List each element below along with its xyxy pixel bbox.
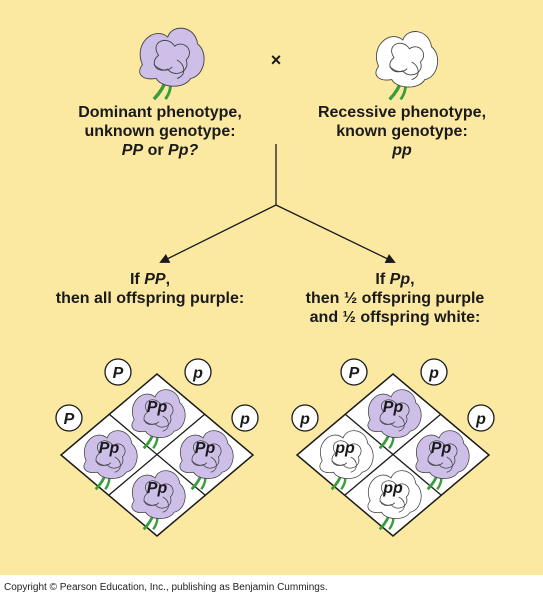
white-flower-icon <box>367 470 422 531</box>
offspring-genotype: pp <box>382 480 403 497</box>
gamete-side-right: p <box>231 404 259 432</box>
offspring-genotype: Pp <box>383 399 404 416</box>
gamete-letter: p <box>192 365 203 382</box>
gamete-side-left: P <box>55 404 83 432</box>
parent-left-line1: Dominant phenotype, <box>78 104 242 121</box>
case-right-label: If Pp, then ½ offspring purple and ½ off… <box>270 270 520 327</box>
genotype-pp-dominant: PP <box>121 142 144 159</box>
gamete-letter: P <box>113 365 124 382</box>
offspring-genotype: Pp <box>147 399 168 416</box>
case-right-line3: and ½ offspring white: <box>309 309 481 326</box>
parent-right-line1: Recessive phenotype, <box>317 104 487 121</box>
case-left-line2: then all offspring purple: <box>55 290 245 307</box>
gamete-letter: p <box>428 365 439 382</box>
genotype-pp-heterozygous: Pp? <box>168 142 199 159</box>
parent-left-genotypes: PP or Pp? <box>40 141 280 160</box>
purple-flower-icon <box>179 430 234 491</box>
gamete-letter: p <box>299 411 310 428</box>
copyright-notice: Copyright © Pearson Education, Inc., pub… <box>4 582 328 593</box>
case-left-line1: If PP, <box>30 270 270 289</box>
purple-flower-icon <box>415 430 470 491</box>
offspring-genotype: Pp <box>99 440 120 457</box>
case-left-if: If <box>129 271 140 288</box>
purple-flower-icon <box>131 389 186 450</box>
case-right-comma: , <box>410 271 415 288</box>
cross-symbol: × <box>271 50 282 70</box>
offspring-genotype: Pp <box>195 440 216 457</box>
or-text: or <box>147 142 164 159</box>
gamete-letter: p <box>475 411 486 428</box>
purple-flower-icon <box>367 389 422 450</box>
gamete-letter: P <box>349 365 360 382</box>
gamete-top-1: P <box>104 358 132 386</box>
case-left-genotype: PP <box>144 271 166 288</box>
gamete-letter: P <box>64 411 75 428</box>
case-right-genotype: Pp <box>389 271 411 288</box>
offspring-genotype: pp <box>334 440 355 457</box>
case-left-comma: , <box>165 271 171 288</box>
gamete-side-left: p <box>291 404 319 432</box>
gamete-top-2: p <box>420 358 448 386</box>
purple-flower-icon <box>139 27 205 101</box>
parent-left-label: Dominant phenotype, unknown genotype: PP… <box>40 103 280 160</box>
case-right-if: If <box>375 271 386 288</box>
parent-flower-white <box>375 31 439 101</box>
white-flower-icon <box>319 430 374 491</box>
branch-lines <box>159 144 396 264</box>
purple-flower-icon <box>131 470 186 531</box>
offspring-genotype: Pp <box>431 440 452 457</box>
offspring-genotype: Pp <box>147 480 168 497</box>
white-flower-icon <box>375 31 439 101</box>
case-right-line1: If Pp, <box>270 270 520 289</box>
parent-right-label: Recessive phenotype, known genotype: pp <box>282 103 522 160</box>
gamete-side-right: p <box>467 404 495 432</box>
parent-right-line2: known genotype: <box>336 123 468 140</box>
gamete-top-2: p <box>184 358 212 386</box>
genotype-recessive: pp <box>392 142 412 159</box>
parent-left-line2: unknown genotype: <box>84 123 236 140</box>
gamete-top-1: P <box>340 358 368 386</box>
case-right-line2: then ½ offspring purple <box>305 290 485 307</box>
gamete-letter: p <box>239 411 250 428</box>
case-left-label: If PP, then all offspring purple: <box>30 270 270 308</box>
purple-flower-icon <box>83 430 138 491</box>
parent-flower-purple <box>139 27 205 101</box>
